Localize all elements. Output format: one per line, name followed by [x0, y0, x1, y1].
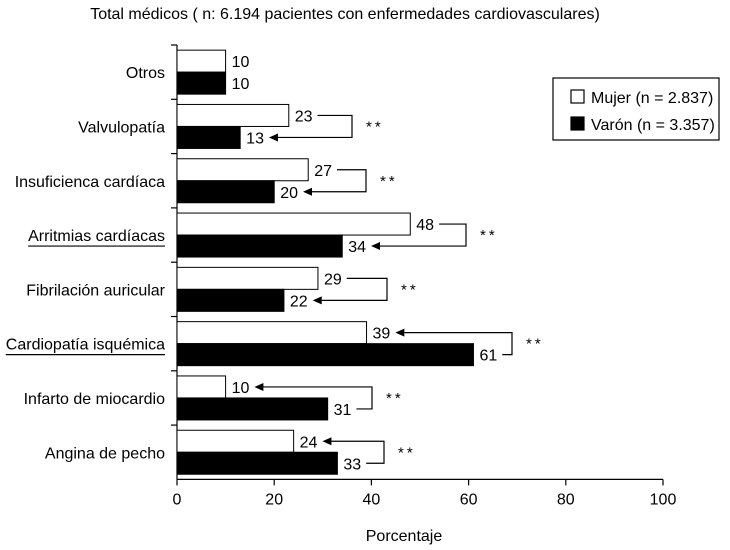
bar-mujer-fibrilacion-auricular — [176, 266, 319, 290]
bar-mujer-arritmias-cardiacas — [176, 212, 411, 236]
bar-varon-angina-de-pecho — [176, 451, 338, 475]
value-label-varon-insuficienca-cardiaca: 20 — [280, 185, 298, 202]
value-label-varon-cardiopatia-isquemica: 61 — [479, 348, 497, 365]
bar-varon-fibrilacion-auricular — [176, 288, 285, 312]
significance-arrowhead-angina-de-pecho — [322, 437, 332, 446]
category-label-fibrilacion-auricular: Fibrilación auricular — [26, 282, 165, 299]
significance-arrowhead-insuficienca-cardiaca — [302, 187, 312, 196]
legend-swatch-mujer — [570, 89, 585, 104]
x-tick-label-40: 40 — [363, 491, 381, 508]
significance-marker-insuficienca-cardiaca: ** — [380, 173, 398, 190]
significance-arrowhead-cardiopatia-isquemica — [395, 328, 405, 337]
value-label-varon-arritmias-cardiacas: 34 — [348, 239, 366, 256]
category-label-arritmias-cardiacas: Arritmias cardíacas — [28, 228, 165, 245]
significance-arrowhead-valvulopatia — [268, 133, 278, 142]
x-tick-label-60: 60 — [460, 491, 478, 508]
significance-marker-arritmias-cardiacas: ** — [480, 227, 498, 244]
significance-marker-infarto-de-miocardio: ** — [386, 390, 404, 407]
bar-varon-otros — [176, 71, 227, 95]
significance-bracket-cardiopatia-isquemica — [404, 332, 513, 356]
bar-varon-cardiopatia-isquemica — [176, 343, 474, 367]
value-label-varon-angina-de-pecho: 33 — [343, 456, 361, 473]
value-label-mujer-fibrilacion-auricular: 29 — [324, 271, 342, 288]
significance-bracket-fibrilacion-auricular — [321, 277, 388, 301]
significance-bracket-valvulopatia — [277, 114, 353, 139]
category-label-insuficienca-cardiaca: Insuficienca cardíaca — [15, 174, 165, 191]
x-axis-label: Porcentaje — [366, 528, 443, 545]
value-label-mujer-infarto-de-miocardio: 10 — [232, 380, 250, 397]
legend-label-mujer: Mujer (n = 2.837) — [591, 90, 713, 107]
category-label-angina-de-pecho: Angina de pecho — [45, 445, 165, 462]
value-label-mujer-insuficienca-cardiaca: 27 — [314, 163, 332, 180]
bar-varon-arritmias-cardiacas — [176, 234, 343, 258]
value-label-varon-valvulopatia: 13 — [246, 130, 264, 147]
legend-swatch-varon — [570, 116, 585, 131]
significance-arrowhead-arritmias-cardiacas — [371, 242, 381, 251]
x-tick-label-20: 20 — [265, 491, 283, 508]
value-label-mujer-cardiopatia-isquemica: 39 — [373, 326, 391, 343]
x-tick-label-80: 80 — [557, 491, 575, 508]
x-tick-label-0: 0 — [173, 491, 182, 508]
category-label-valvulopatia: Valvulopatía — [78, 119, 165, 136]
value-label-varon-infarto-de-miocardio: 31 — [334, 402, 352, 419]
bar-mujer-angina-de-pecho — [176, 429, 295, 453]
significance-bracket-angina-de-pecho — [331, 440, 385, 464]
significance-arrowhead-infarto-de-miocardio — [254, 382, 264, 391]
bar-mujer-infarto-de-miocardio — [176, 375, 227, 399]
category-label-otros: Otros — [126, 65, 165, 82]
significance-bracket-insuficienca-cardiaca — [311, 169, 367, 193]
bar-varon-valvulopatia — [176, 125, 241, 149]
value-label-varon-otros: 10 — [232, 76, 250, 93]
plot-area: 0 20 40 60 80 100 Otros Valvulopatía Insuficienc… — [5, 44, 677, 508]
significance-bracket-infarto-de-miocardio — [263, 386, 373, 410]
significance-marker-fibrilacion-auricular: ** — [401, 281, 419, 298]
bar-mujer-otros — [176, 49, 227, 73]
significance-marker-valvulopatia: ** — [366, 118, 384, 135]
bar-varon-insuficienca-cardiaca — [176, 180, 275, 204]
value-label-mujer-otros: 10 — [232, 54, 250, 71]
chart-title: Total médicos ( n: 6.194 pacientes con e… — [90, 6, 600, 23]
category-label-infarto-de-miocardio: Infarto de miocardio — [24, 391, 166, 408]
value-label-varon-fibrilacion-auricular: 22 — [290, 293, 308, 310]
significance-bracket-arritmias-cardiacas — [380, 223, 467, 247]
category-label-cardiopatia-isquemica: Cardiopatía isquémica — [6, 337, 165, 354]
significance-arrowhead-fibrilacion-auricular — [312, 296, 322, 305]
x-tick-label-100: 100 — [650, 491, 677, 508]
value-label-mujer-angina-de-pecho: 24 — [300, 434, 318, 451]
bar-mujer-insuficienca-cardiaca — [176, 158, 309, 182]
bar-mujer-valvulopatia — [176, 103, 290, 127]
legend-label-varon: Varón (n = 3.357) — [591, 117, 715, 134]
value-label-mujer-valvulopatia: 23 — [295, 108, 313, 125]
significance-marker-cardiopatia-isquemica: ** — [526, 336, 544, 353]
significance-marker-angina-de-pecho: ** — [398, 444, 416, 461]
legend: Mujer (n = 2.837) Varón (n = 3.357) — [552, 77, 720, 141]
bar-varon-infarto-de-miocardio — [176, 397, 329, 421]
value-label-mujer-arritmias-cardiacas: 48 — [416, 217, 434, 234]
bar-mujer-cardiopatia-isquemica — [176, 321, 368, 345]
